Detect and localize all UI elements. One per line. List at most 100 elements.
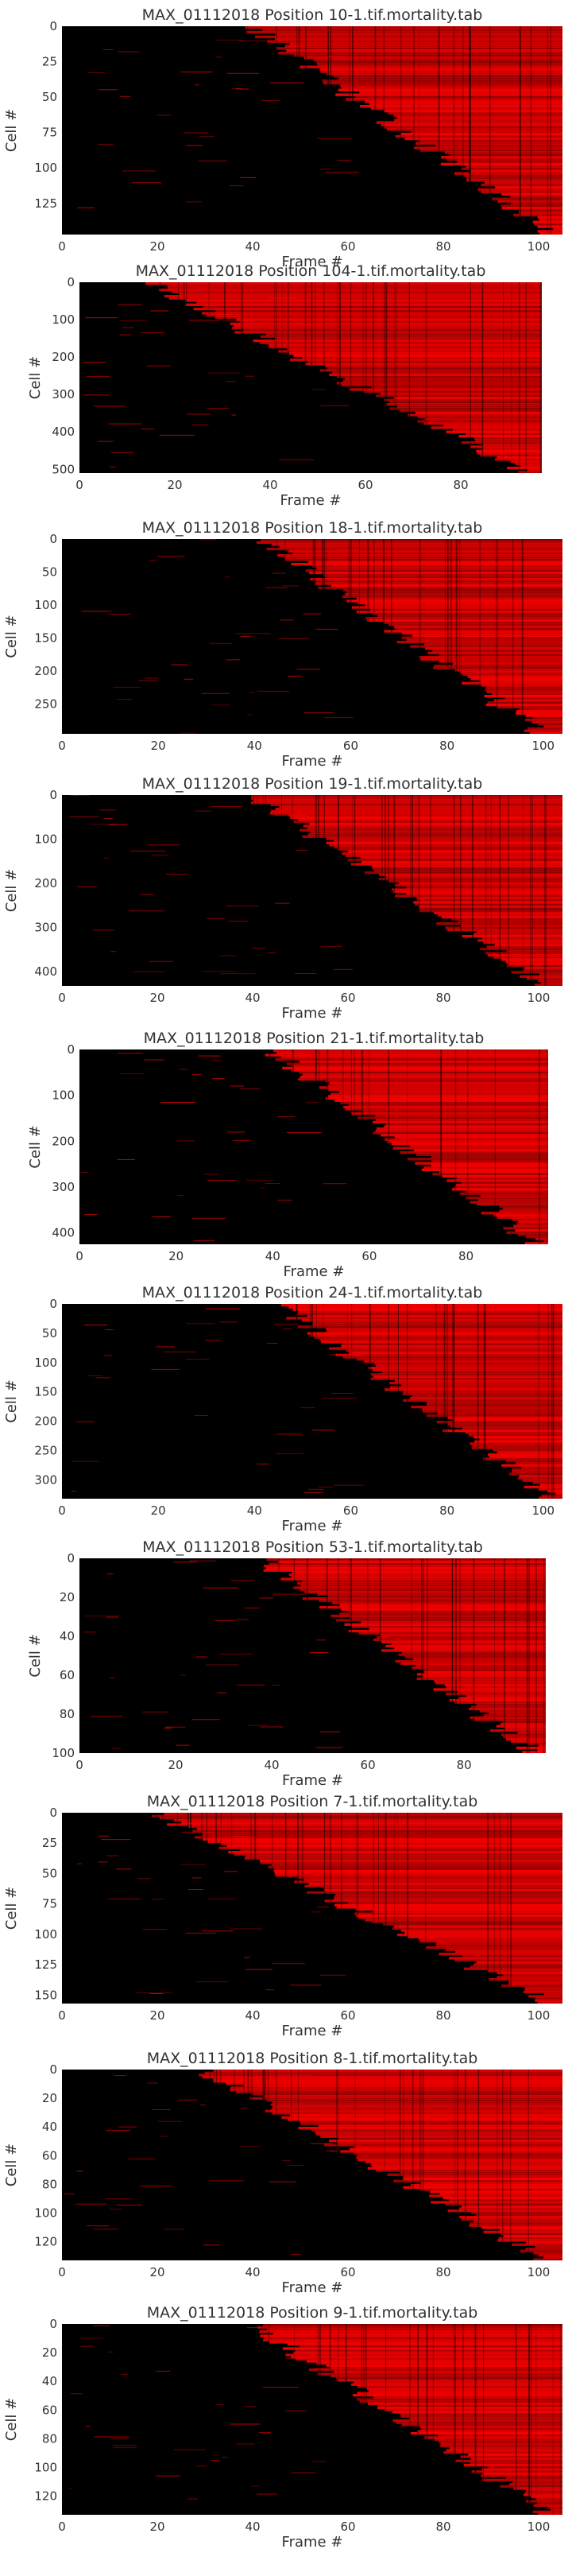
heatmap-row-band: [497, 456, 542, 459]
heatmap-row-band: [302, 835, 562, 838]
y-tick-label: 0: [49, 19, 57, 33]
heatmap-row-band: [502, 1721, 546, 1724]
heatmap-row-band: [342, 852, 562, 855]
heatmap-row-band: [470, 1201, 548, 1204]
heatmap-row-band: [522, 1479, 562, 1482]
heatmap-row-band: [486, 945, 562, 949]
heatmap-row-band: [230, 322, 542, 325]
heatmap-row-band: [496, 1724, 546, 1728]
heatmap-row-band: [516, 710, 562, 713]
heatmap-row-band: [395, 1659, 546, 1663]
heatmap-row-band: [383, 621, 562, 624]
heatmap-cells: [83, 1558, 546, 1753]
heatmap-row-band: [305, 363, 542, 366]
heatmap-row-band: [349, 1351, 562, 1355]
heatmap-row-band: [299, 1060, 548, 1063]
heatmap-row-band: [334, 2370, 562, 2373]
heatmap-row-band: [303, 824, 562, 828]
heatmap-row-band: [406, 886, 562, 889]
heatmap-row-band: [401, 1383, 562, 1387]
x-tick-label: 100: [528, 2520, 551, 2534]
heatmap-row-band: [419, 1940, 562, 1943]
heatmap-row-band: [311, 1323, 562, 1326]
heatmap-row-band: [302, 1597, 546, 1600]
x-tick-label: 0: [58, 2008, 66, 2023]
panel-title: MAX_01112018 Position 8-1.tif.mortality.…: [147, 2050, 478, 2067]
heatmap-row-band: [434, 664, 562, 668]
heatmap-row-band: [538, 1488, 562, 1491]
heatmap-row-band: [318, 2124, 562, 2128]
heatmap-row-band: [501, 1464, 562, 1467]
heatmap-row-band: [505, 2477, 562, 2480]
heatmap-row-band: [354, 95, 562, 99]
heatmap-row-band: [439, 654, 562, 657]
heatmap-row-band: [501, 192, 562, 196]
y-tick-label: 50: [42, 1326, 57, 1340]
heatmap-row-band: [435, 144, 562, 147]
heatmap-row-band: [416, 897, 562, 900]
heatmap-row-band: [334, 1895, 562, 1899]
heatmap-row-band: [482, 448, 542, 451]
heatmap-row-band: [264, 2337, 562, 2340]
x-tick-label: 80: [435, 2520, 450, 2534]
heatmap-row-band: [375, 2169, 562, 2172]
x-tick-label: 20: [167, 478, 182, 492]
heatmap-row-band: [497, 1451, 562, 1454]
heatmap-row-band: [276, 47, 562, 50]
heatmap-row-band: [431, 1155, 548, 1158]
heatmap-row-band: [213, 2070, 562, 2073]
heatmap-row-band: [381, 1649, 546, 1652]
heatmap-row-band: [203, 305, 542, 308]
heatmap-row-band: [476, 2213, 562, 2217]
heatmap-row-band: [342, 1343, 562, 1346]
heatmap-row-band: [342, 595, 562, 599]
heatmap-cells: [80, 282, 542, 473]
heatmap-row-band: [330, 2375, 562, 2378]
heatmap-row-band: [421, 2427, 562, 2431]
heatmap-row-band: [537, 230, 562, 233]
heatmap-row-band: [499, 1209, 548, 1212]
x-tick-label: 20: [149, 991, 164, 1005]
x-tick-label: 80: [435, 991, 450, 1005]
heatmap-row-band: [266, 1558, 546, 1562]
heatmap-row-band: [265, 2109, 562, 2112]
heatmap-row-band: [533, 223, 562, 226]
heatmap-row-band: [468, 1707, 546, 1711]
heatmap-row-band: [152, 1814, 562, 1818]
heatmap-row-band: [400, 1662, 546, 1665]
heatmap-row-band: [499, 2229, 562, 2232]
heatmap-row-band: [185, 303, 542, 306]
heatmap-row-band: [387, 1140, 548, 1143]
heatmap-row-band: [430, 2190, 562, 2194]
heatmap-row-band: [370, 107, 562, 111]
heatmap-row-band: [328, 1095, 548, 1098]
heatmap-row-band: [535, 1237, 548, 1241]
heatmap-row-band: [439, 2192, 562, 2195]
x-tick-label: 100: [531, 739, 555, 753]
heatmap-row-band: [272, 2101, 562, 2105]
x-tick-label: 100: [528, 2008, 551, 2023]
heatmap-row-band: [253, 799, 562, 802]
heatmap-row-band: [319, 1086, 548, 1089]
heatmap-row-band: [396, 116, 562, 120]
heatmap-row-band: [329, 373, 542, 376]
heatmap-row-band: [484, 695, 562, 698]
heatmap-row-band: [272, 2105, 562, 2109]
heatmap-row-band: [381, 1371, 562, 1374]
heatmap-row-band: [520, 975, 562, 978]
heatmap-row-band: [359, 91, 562, 95]
heatmap-row-band: [392, 1927, 562, 1930]
heatmap-row-band: [319, 369, 542, 372]
y-tick-label: 40: [42, 2120, 57, 2134]
heatmap-row-band: [298, 1310, 562, 1313]
heatmap-row-band: [440, 162, 562, 166]
heatmap-row-band: [524, 718, 562, 722]
heatmap-row-band: [250, 801, 562, 805]
heatmap-row-band: [263, 2338, 562, 2341]
heatmap-row-band: [319, 1605, 546, 1609]
heatmap-row-band: [539, 973, 562, 976]
y-axis-label: Cell #: [3, 2143, 20, 2186]
heatmap-row-band: [497, 1976, 562, 1979]
heatmap-row-band: [448, 1957, 562, 1960]
heatmap-row-band: [467, 675, 562, 678]
